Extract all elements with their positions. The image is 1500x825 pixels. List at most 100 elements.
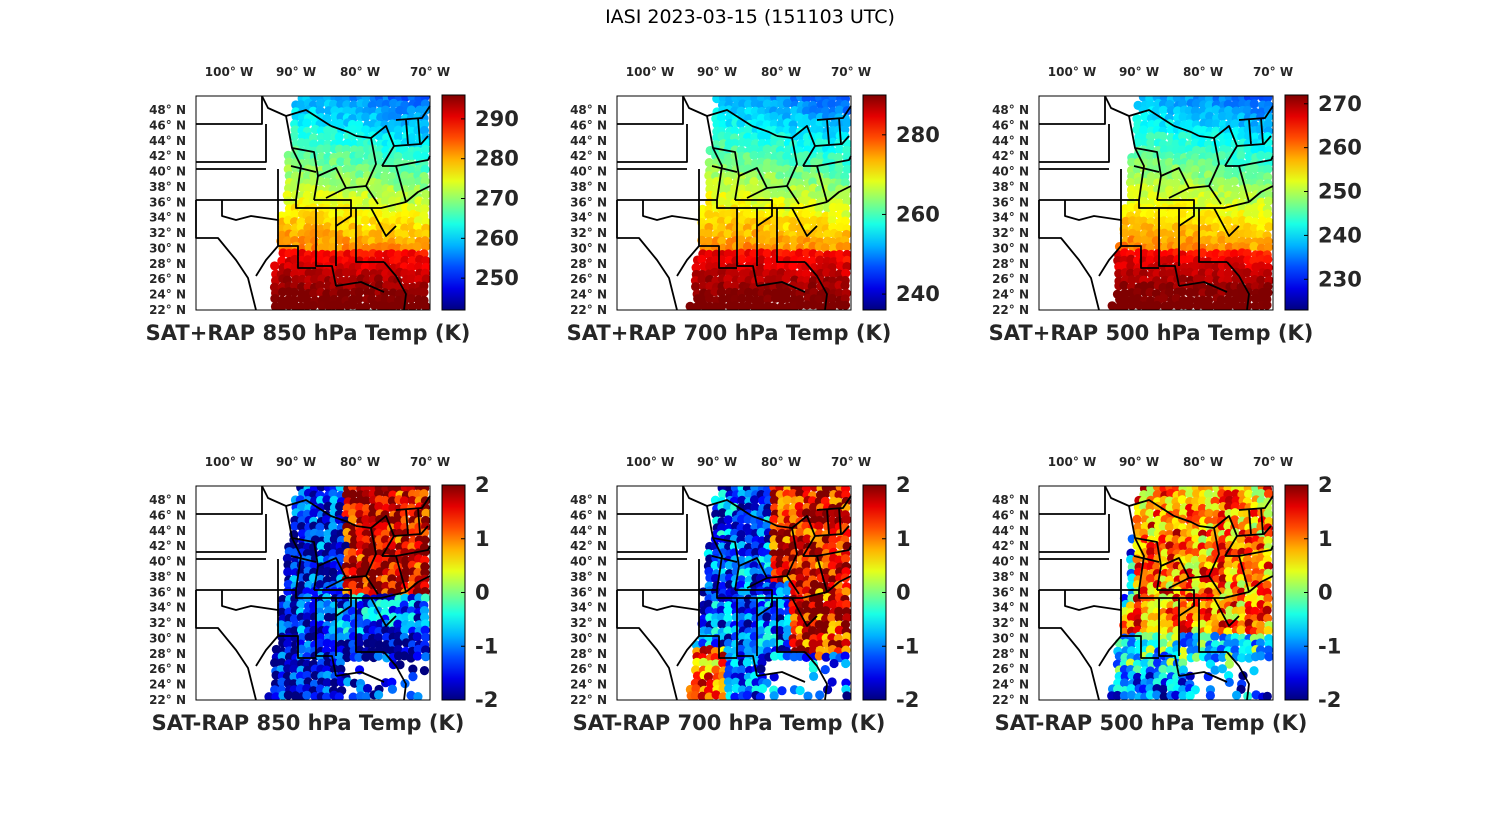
panel-title: SAT+RAP 500 hPa Temp (K) xyxy=(989,321,1314,345)
lat-tick-label: 34° N xyxy=(570,601,607,615)
map-frame xyxy=(1038,485,1274,701)
lat-tick-label: 22° N xyxy=(992,693,1029,707)
map-panel-sat-plus-rap-500: 100° W 90° W 80° W 70° W 48° N 46° N 44° N 42° … xyxy=(963,58,1363,378)
lat-tick-label: 36° N xyxy=(570,585,607,599)
lat-tick-label: 26° N xyxy=(570,272,607,286)
lat-tick-label: 36° N xyxy=(992,195,1029,209)
lat-tick-label: 28° N xyxy=(570,647,607,661)
lat-tick-label: 28° N xyxy=(992,257,1029,271)
lat-tick-label: 24° N xyxy=(149,678,186,692)
colorbar-tick-label: 250 xyxy=(475,266,519,290)
panel-title: SAT+RAP 850 hPa Temp (K) xyxy=(146,321,471,345)
lat-tick-label: 44° N xyxy=(149,524,186,538)
lat-tick-label: 38° N xyxy=(570,180,607,194)
colorbar-tick-label: 260 xyxy=(896,202,940,226)
colorbar-tick-label: 2 xyxy=(896,473,911,497)
lat-tick-label: 44° N xyxy=(992,524,1029,538)
colorbar-tick-label: -1 xyxy=(1318,634,1341,658)
lat-tick-label: 44° N xyxy=(992,134,1029,148)
lat-tick-label: 24° N xyxy=(570,288,607,302)
lon-tick-label: 70° W xyxy=(1253,65,1293,79)
map-frame xyxy=(616,485,852,701)
state-boundaries xyxy=(1038,95,1274,311)
lat-tick-label: 32° N xyxy=(570,226,607,240)
colorbar-tick-label: -1 xyxy=(475,634,498,658)
lat-tick-label: 34° N xyxy=(149,211,186,225)
lat-tick-label: 40° N xyxy=(570,555,607,569)
lat-tick-label: 34° N xyxy=(992,211,1029,225)
colorbar-tick-label: 260 xyxy=(475,226,519,250)
lat-tick-label: 28° N xyxy=(149,257,186,271)
lat-tick-label: 46° N xyxy=(992,118,1029,132)
panel-title: SAT-RAP 500 hPa Temp (K) xyxy=(995,711,1308,735)
colorbar xyxy=(441,94,466,311)
colorbar-tick-label: 0 xyxy=(475,581,490,605)
colorbar-tick-label: 270 xyxy=(1318,92,1362,116)
lon-tick-label: 100° W xyxy=(205,65,253,79)
lat-tick-label: 22° N xyxy=(149,693,186,707)
map-svg: 100° W 90° W 80° W 70° W 48° N46° N 44° N42° … xyxy=(992,455,1341,735)
lon-tick-label: 90° W xyxy=(276,455,316,469)
lat-tick-label: 36° N xyxy=(570,195,607,209)
lat-tick-label: 48° N xyxy=(570,103,607,117)
lat-tick-label: 38° N xyxy=(570,570,607,584)
lat-tick-label: 40° N xyxy=(992,165,1029,179)
map-frame xyxy=(195,485,431,701)
lat-tick-label: 38° N xyxy=(149,180,186,194)
lat-tick-label: 44° N xyxy=(570,134,607,148)
map-svg: 100° W 90° W 80° W 70° W 48° N46° N 44° N42° … xyxy=(567,65,940,345)
lat-tick-label: 22° N xyxy=(149,303,186,317)
lon-tick-label: 90° W xyxy=(276,65,316,79)
state-boundaries xyxy=(195,95,431,311)
colorbar-tick-label: -1 xyxy=(896,634,919,658)
lat-tick-label: 38° N xyxy=(149,570,186,584)
lon-tick-label: 80° W xyxy=(340,455,380,469)
map-frame xyxy=(195,95,431,311)
lat-tick-label: 48° N xyxy=(992,493,1029,507)
lat-tick-label: 42° N xyxy=(149,539,186,553)
lat-tick-label: 36° N xyxy=(149,195,186,209)
lon-tick-label: 100° W xyxy=(626,455,674,469)
colorbar-tick-label: 2 xyxy=(1318,473,1333,497)
state-boundaries xyxy=(195,485,431,701)
lat-tick-label: 44° N xyxy=(570,524,607,538)
lat-tick-label: 42° N xyxy=(992,149,1029,163)
colorbar-tick-label: -2 xyxy=(896,688,919,712)
map-frame xyxy=(616,95,852,311)
map-svg: 100° W 90° W 80° W 70° W 48° N46° N 44° N42° … xyxy=(989,65,1362,345)
lon-tick-label: 100° W xyxy=(1048,65,1096,79)
colorbar-tick-label: 280 xyxy=(896,123,940,147)
colorbar-tick-label: 1 xyxy=(1318,527,1333,551)
map-panel-sat-plus-rap-700: 100° W 90° W 80° W 70° W 48° N 46° N 44° N 42° … xyxy=(541,58,941,378)
lat-tick-label: 26° N xyxy=(149,662,186,676)
figure-title: IASI 2023-03-15 (151103 UTC) xyxy=(605,6,895,28)
lat-tick-label: 40° N xyxy=(149,555,186,569)
panel-title: SAT-RAP 850 hPa Temp (K) xyxy=(152,711,465,735)
lat-tick-label: 48° N xyxy=(992,103,1029,117)
lat-tick-label: 28° N xyxy=(570,257,607,271)
colorbar-tick-label: 240 xyxy=(896,282,940,306)
lon-tick-label: 70° W xyxy=(1253,455,1293,469)
lon-tick-label: 70° W xyxy=(831,455,871,469)
lat-tick-label: 26° N xyxy=(149,272,186,286)
lon-tick-label: 70° W xyxy=(410,65,450,79)
lon-tick-label: 80° W xyxy=(761,455,801,469)
satellite-swath xyxy=(685,96,851,310)
lat-tick-label: 30° N xyxy=(570,631,607,645)
lat-tick-label: 24° N xyxy=(149,288,186,302)
lat-tick-label: 30° N xyxy=(992,631,1029,645)
lat-tick-label: 40° N xyxy=(992,555,1029,569)
lat-tick-label: 46° N xyxy=(570,508,607,522)
state-boundaries xyxy=(616,95,852,311)
colorbar-tick-label: 290 xyxy=(475,107,519,131)
lon-tick-label: 80° W xyxy=(1183,65,1223,79)
lon-tick-label: 90° W xyxy=(697,65,737,79)
colorbar-tick-label: 0 xyxy=(896,581,911,605)
lon-tick-label: 100° W xyxy=(205,455,253,469)
lat-tick-label: 46° N xyxy=(992,508,1029,522)
lat-tick-label: 46° N xyxy=(149,508,186,522)
satellite-swath xyxy=(1107,486,1273,700)
lat-tick-label: 42° N xyxy=(570,149,607,163)
lat-tick-label: 24° N xyxy=(992,288,1029,302)
state-boundaries xyxy=(1038,485,1274,701)
